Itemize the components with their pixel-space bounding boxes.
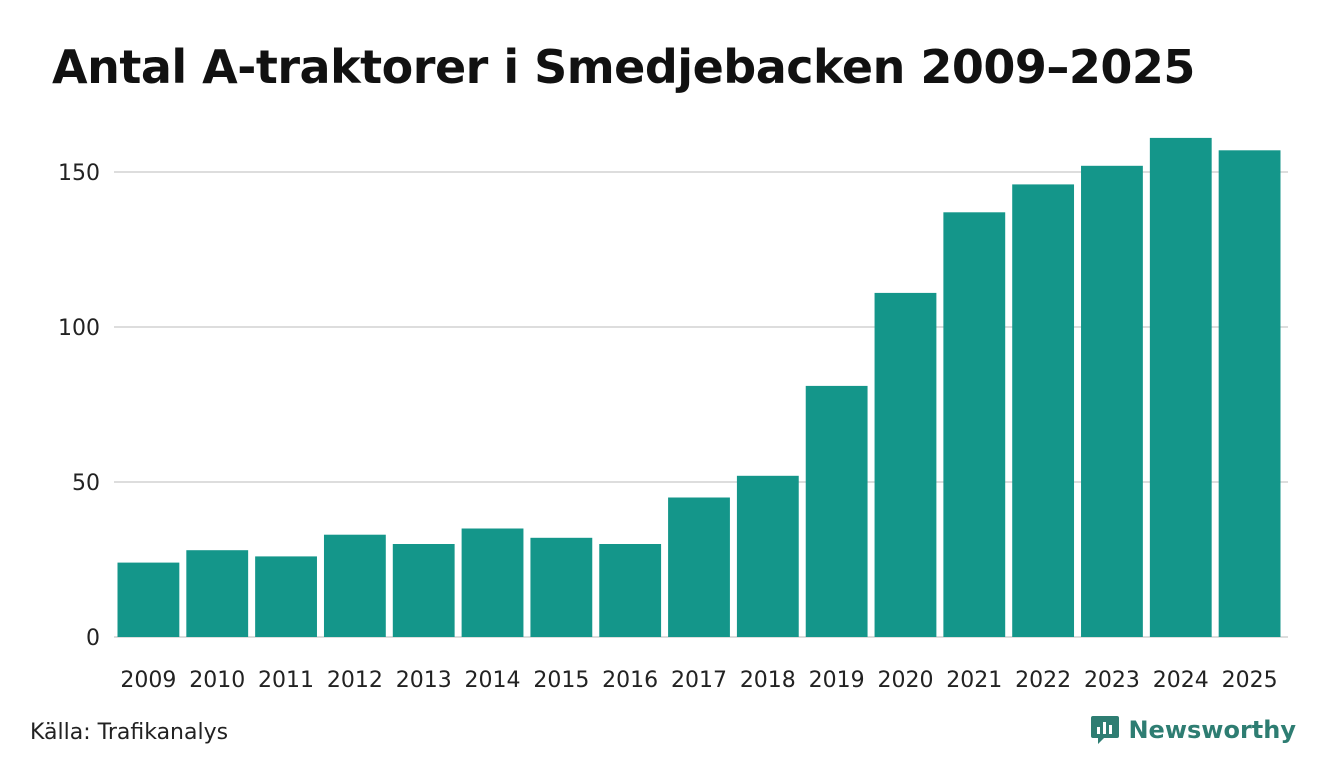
x-tick-label: 2011 xyxy=(258,668,314,693)
x-tick-label: 2017 xyxy=(671,668,727,693)
x-tick-label: 2019 xyxy=(809,668,865,693)
bar-2009 xyxy=(117,562,180,637)
x-tick-label: 2012 xyxy=(327,668,383,693)
bar-2013 xyxy=(392,544,455,637)
x-tick-label: 2021 xyxy=(946,668,1002,693)
brand-logo: Newsworthy xyxy=(1090,714,1296,746)
bar-2018 xyxy=(736,475,799,637)
bar-2010 xyxy=(186,550,249,637)
y-tick-label: 150 xyxy=(58,161,100,186)
x-tick-label: 2014 xyxy=(465,668,521,693)
bar-2024 xyxy=(1149,137,1212,637)
x-tick-label: 2016 xyxy=(602,668,658,693)
x-tick-label: 2020 xyxy=(877,668,933,693)
chart-title: Antal A-traktorer i Smedjebacken 2009–20… xyxy=(52,40,1195,94)
bar-chart: 0 50 100 150 2009 2010 2011 2012 2013 2014 2015 201… xyxy=(58,137,1288,693)
bar-2019 xyxy=(805,385,868,637)
y-tick-label: 0 xyxy=(86,626,100,651)
bar-2017 xyxy=(668,497,730,637)
source-label: Källa: Trafikanalys xyxy=(30,720,229,745)
x-tick-label: 2022 xyxy=(1015,668,1071,693)
x-tick-label: 2013 xyxy=(396,668,452,693)
x-tick-label: 2023 xyxy=(1084,668,1140,693)
x-tick-label: 2009 xyxy=(120,668,176,693)
bar-2021 xyxy=(943,212,1006,638)
bar-2011 xyxy=(255,556,317,637)
bar-2014 xyxy=(461,528,524,637)
x-tick-label: 2025 xyxy=(1222,668,1278,693)
bar-2015 xyxy=(530,537,593,637)
brand-name: Newsworthy xyxy=(1128,716,1296,744)
bar-2023 xyxy=(1081,165,1143,638)
x-tick-label: 2024 xyxy=(1153,668,1209,693)
bar-2020 xyxy=(874,292,937,637)
x-tick-label: 2018 xyxy=(740,668,796,693)
bar-2022 xyxy=(1012,184,1075,637)
newsworthy-logo-icon xyxy=(1091,716,1120,744)
x-tick-label: 2010 xyxy=(189,668,245,693)
y-tick-label: 100 xyxy=(58,316,100,341)
bar-2016 xyxy=(599,544,662,637)
x-tick-label: 2015 xyxy=(533,668,589,693)
bar-2012 xyxy=(323,534,386,637)
y-tick-label: 50 xyxy=(72,471,100,496)
bar-2025 xyxy=(1218,150,1281,638)
